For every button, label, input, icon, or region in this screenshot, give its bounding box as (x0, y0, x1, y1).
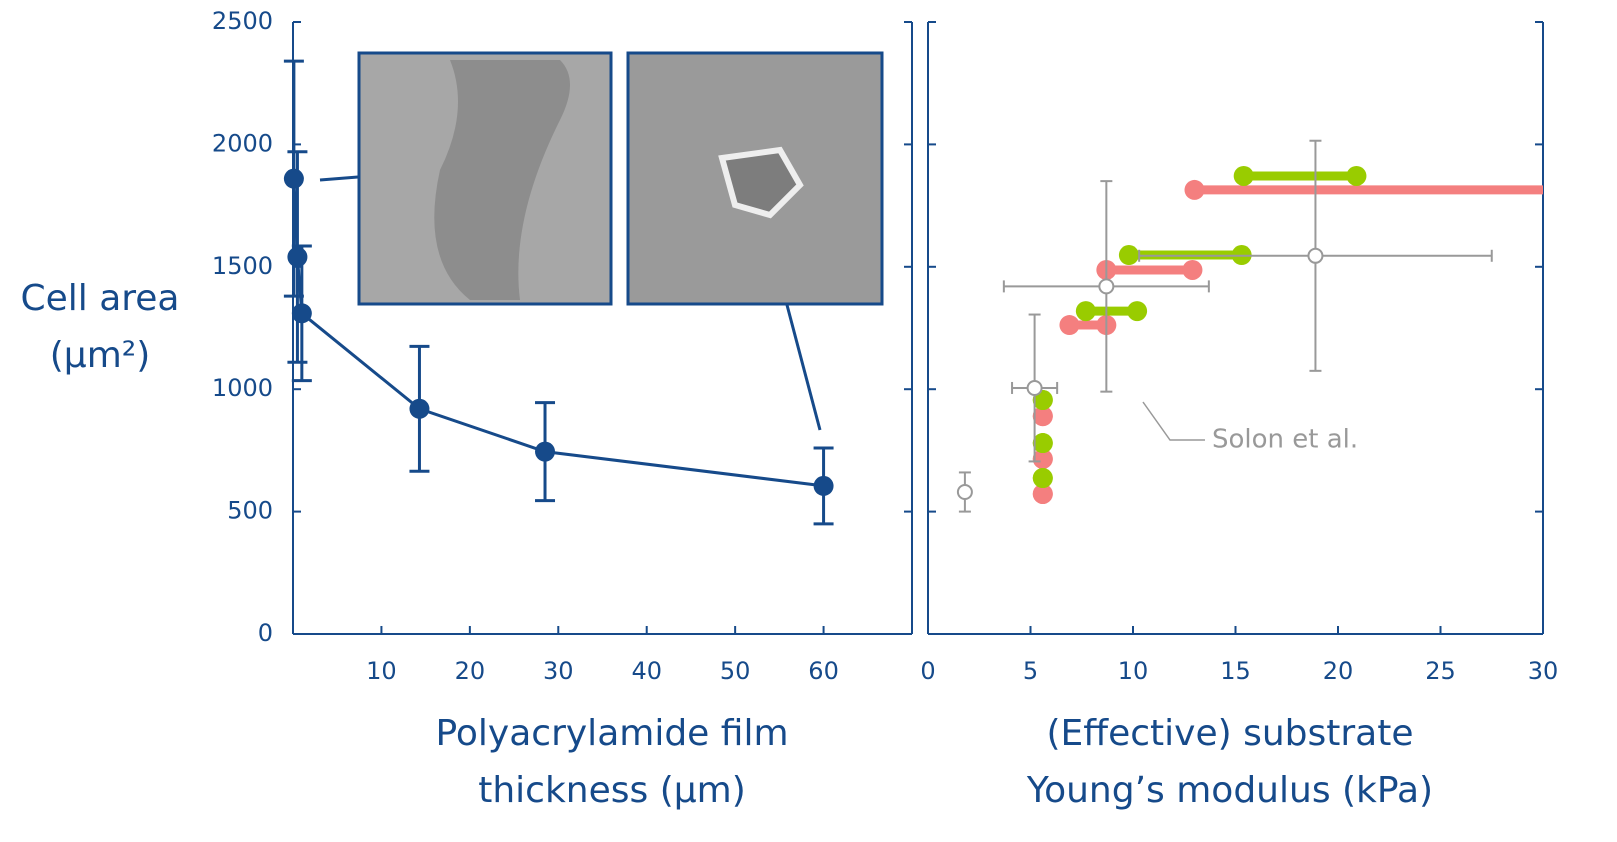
range-start (1059, 315, 1079, 335)
open-point (1099, 279, 1113, 293)
y-axis-label: Cell area (20, 278, 179, 319)
x-tick-label: 5 (1023, 657, 1038, 685)
x-tick-label: 50 (720, 657, 751, 685)
x-tick-label: 10 (366, 657, 397, 685)
range-end (1033, 433, 1053, 453)
range-start (1119, 245, 1139, 265)
y-tick-label: 0 (258, 619, 273, 647)
open-point (958, 485, 972, 499)
range-start (1234, 166, 1254, 186)
data-point (292, 303, 312, 323)
data-point (409, 399, 429, 419)
y-tick-label: 500 (227, 497, 273, 525)
data-point (287, 247, 307, 267)
range-end (1182, 260, 1202, 280)
leader-line (320, 177, 358, 180)
x-tick-label: 40 (631, 657, 662, 685)
y-tick-label: 2500 (212, 7, 273, 35)
x-axis-label: (Effective) substrate (1046, 713, 1413, 754)
range-end (1346, 166, 1366, 186)
open-point (1308, 249, 1322, 263)
chart: Solon et al. 050010001500200025001020304… (0, 0, 1617, 842)
range-end (1127, 301, 1147, 321)
x-axis-label: thickness (µm) (478, 770, 746, 811)
range-start (1185, 180, 1205, 200)
y-tick-label: 1000 (212, 374, 273, 402)
y-tick-label: 2000 (212, 129, 273, 157)
x-tick-label: 60 (808, 657, 839, 685)
x-tick-label: 20 (455, 657, 486, 685)
x-axis-label: Polyacrylamide film (435, 713, 788, 754)
x-tick-label: 30 (543, 657, 574, 685)
x-tick-label: 0 (920, 657, 935, 685)
x-tick-label: 10 (1118, 657, 1149, 685)
y-axis-label: (µm²) (50, 335, 151, 376)
data-point (814, 476, 834, 496)
x-tick-label: 15 (1220, 657, 1251, 685)
data-point (284, 169, 304, 189)
y-tick-label: 1500 (212, 252, 273, 280)
data-point (535, 442, 555, 462)
leader-line (787, 305, 820, 430)
range-start (1076, 301, 1096, 321)
x-axis-label: Young’s modulus (kPa) (1026, 770, 1433, 811)
x-tick-label: 30 (1528, 657, 1559, 685)
page: Solon et al. 050010001500200025001020304… (0, 0, 1617, 842)
open-point (1028, 381, 1042, 395)
x-tick-label: 25 (1425, 657, 1456, 685)
annotation-leader (1143, 402, 1205, 440)
annotation: Solon et al. (1212, 425, 1358, 455)
range-end (1033, 468, 1053, 488)
x-tick-label: 20 (1323, 657, 1354, 685)
